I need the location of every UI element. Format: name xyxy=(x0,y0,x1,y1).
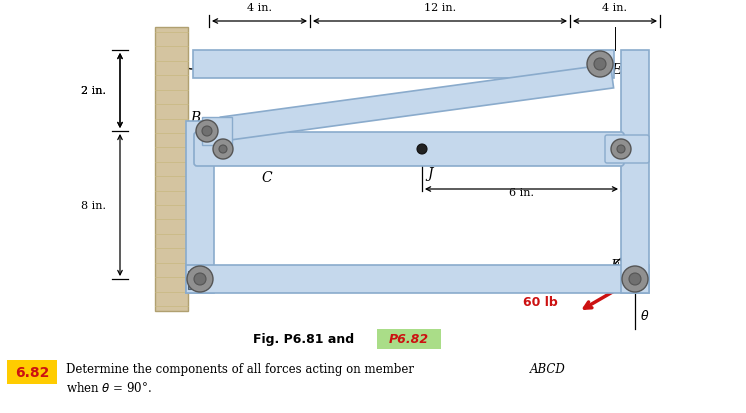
Text: 6.82: 6.82 xyxy=(15,365,49,379)
FancyBboxPatch shape xyxy=(7,360,57,384)
Circle shape xyxy=(194,273,206,285)
Text: Fig. P6.81 and: Fig. P6.81 and xyxy=(253,333,359,346)
FancyBboxPatch shape xyxy=(377,329,441,349)
Text: F: F xyxy=(610,259,620,272)
Text: Determine the components of all forces acting on member: Determine the components of all forces a… xyxy=(66,363,418,375)
Bar xyxy=(186,122,214,293)
Text: 60 lb: 60 lb xyxy=(524,295,558,308)
Text: 12 in.: 12 in. xyxy=(424,3,456,13)
Text: E: E xyxy=(611,63,621,77)
Circle shape xyxy=(611,140,631,159)
Circle shape xyxy=(622,266,648,292)
Text: 2 in.: 2 in. xyxy=(81,86,106,96)
Text: C: C xyxy=(262,171,272,185)
Text: J: J xyxy=(427,166,433,180)
Circle shape xyxy=(187,266,213,292)
Bar xyxy=(621,51,649,293)
Circle shape xyxy=(213,140,233,159)
Circle shape xyxy=(196,121,218,142)
FancyBboxPatch shape xyxy=(194,133,624,166)
Text: 2 in.: 2 in. xyxy=(81,86,106,96)
Bar xyxy=(186,266,649,293)
Circle shape xyxy=(587,52,613,78)
Text: A: A xyxy=(217,280,227,294)
Bar xyxy=(188,271,200,289)
Text: 4 in.: 4 in. xyxy=(247,3,272,13)
Text: 4 in.: 4 in. xyxy=(603,3,627,13)
Circle shape xyxy=(629,273,641,285)
Text: D: D xyxy=(631,166,642,180)
Text: ABCD: ABCD xyxy=(530,363,565,375)
Bar xyxy=(202,118,232,146)
Circle shape xyxy=(417,145,427,154)
Text: when $\theta$ = 90°.: when $\theta$ = 90°. xyxy=(66,380,152,394)
Circle shape xyxy=(594,59,606,71)
Circle shape xyxy=(219,146,227,154)
FancyBboxPatch shape xyxy=(605,136,649,164)
Polygon shape xyxy=(220,65,614,142)
Bar xyxy=(155,28,188,311)
Text: P6.82: P6.82 xyxy=(389,333,429,346)
Text: 8 in.: 8 in. xyxy=(81,201,106,211)
Circle shape xyxy=(617,146,625,154)
Text: $\theta$: $\theta$ xyxy=(640,308,650,322)
Circle shape xyxy=(202,127,212,137)
Text: 6 in.: 6 in. xyxy=(509,188,534,197)
Text: B: B xyxy=(190,111,200,125)
Bar xyxy=(193,51,614,79)
